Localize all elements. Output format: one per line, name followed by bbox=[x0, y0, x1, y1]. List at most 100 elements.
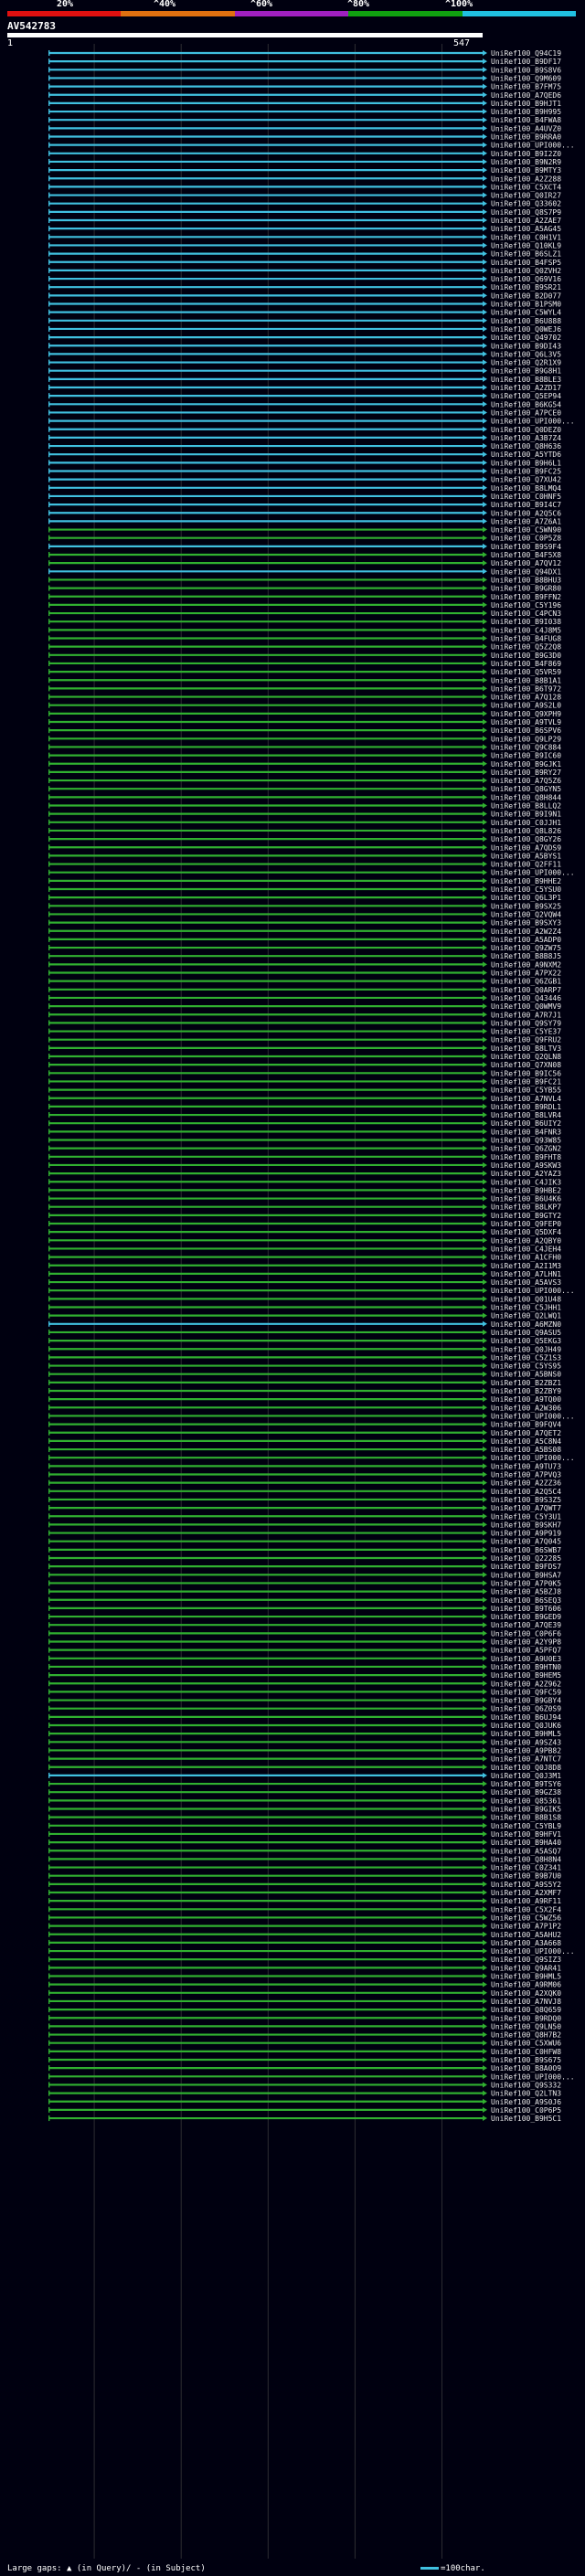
hit-label[interactable]: UniRef100_B9I038 bbox=[491, 618, 561, 626]
hit-label[interactable]: UniRef100_C4J8M5 bbox=[491, 626, 561, 634]
hit-label[interactable]: UniRef100_Q0WEJ6 bbox=[491, 325, 561, 334]
hit-label[interactable]: UniRef100_UPI000... bbox=[491, 1287, 575, 1295]
hit-label[interactable]: UniRef100_Q8S7P9 bbox=[491, 208, 561, 217]
hit-label[interactable]: UniRef100_B9GZ38 bbox=[491, 1788, 561, 1797]
hit-label[interactable]: UniRef100_A2I1M3 bbox=[491, 1262, 561, 1270]
hit-label[interactable]: UniRef100_B9N2R9 bbox=[491, 158, 561, 166]
hit-label[interactable]: UniRef100_C5WYL4 bbox=[491, 309, 561, 317]
hit-label[interactable]: UniRef100_C5XWU6 bbox=[491, 2040, 561, 2048]
hit-label[interactable]: UniRef100_Q94DX1 bbox=[491, 567, 561, 576]
hit-label[interactable]: UniRef100_Q9C884 bbox=[491, 743, 561, 751]
hit-label[interactable]: UniRef100_B9G3D0 bbox=[491, 652, 561, 660]
hit-label[interactable]: UniRef100_B9H995 bbox=[491, 108, 561, 116]
hit-label[interactable]: UniRef100_A2Q5C6 bbox=[491, 509, 561, 517]
hit-label[interactable]: UniRef100_B9S3Z5 bbox=[491, 1496, 561, 1504]
hit-label[interactable]: UniRef100_A2W306 bbox=[491, 1404, 561, 1412]
hit-label[interactable]: UniRef100_B9GBY4 bbox=[491, 1697, 561, 1705]
hit-label[interactable]: UniRef100_A7Q045 bbox=[491, 1538, 561, 1546]
hit-label[interactable]: UniRef100_Q69V16 bbox=[491, 275, 561, 283]
hit-label[interactable]: UniRef100_Q0ZVH2 bbox=[491, 267, 561, 275]
hit-label[interactable]: UniRef100_Q9FRU2 bbox=[491, 1036, 561, 1044]
hit-label[interactable]: UniRef100_B4F5X8 bbox=[491, 551, 561, 559]
hit-label[interactable]: UniRef100_B9RRA0 bbox=[491, 133, 561, 142]
hit-label[interactable]: UniRef100_B9HA40 bbox=[491, 1839, 561, 1847]
hit-label[interactable]: UniRef100_A2Z962 bbox=[491, 1680, 561, 1688]
hit-label[interactable]: UniRef100_Q5EP94 bbox=[491, 392, 561, 400]
hit-label[interactable]: UniRef100_B9GED9 bbox=[491, 1613, 561, 1621]
hit-label[interactable]: UniRef100_Q7XN08 bbox=[491, 1061, 561, 1069]
hit-label[interactable]: UniRef100_A7QET2 bbox=[491, 1429, 561, 1437]
hit-label[interactable]: UniRef100_Q01U48 bbox=[491, 1295, 561, 1303]
hit-label[interactable]: UniRef100_B8B8J5 bbox=[491, 952, 561, 960]
hit-label[interactable]: UniRef100_B6KG54 bbox=[491, 400, 561, 408]
hit-label[interactable]: UniRef100_A9SZ43 bbox=[491, 1738, 561, 1746]
hit-label[interactable]: UniRef100_Q5Z2Q8 bbox=[491, 643, 561, 652]
hit-label[interactable]: UniRef100_B9GTY2 bbox=[491, 1212, 561, 1220]
hit-label[interactable]: UniRef100_Q6Z0S9 bbox=[491, 1705, 561, 1713]
hit-label[interactable]: UniRef100_Q9M609 bbox=[491, 74, 561, 82]
hit-label[interactable]: UniRef100_B6U888 bbox=[491, 317, 561, 325]
hit-label[interactable]: UniRef100_UPI000... bbox=[491, 2072, 575, 2081]
hit-label[interactable]: UniRef100_A5PFQ7 bbox=[491, 1647, 561, 1655]
hit-label[interactable]: UniRef100_B9HBE2 bbox=[491, 1186, 561, 1194]
hit-label[interactable]: UniRef100_B8A0O9 bbox=[491, 2064, 561, 2072]
hit-label[interactable]: UniRef100_A9S5Y2 bbox=[491, 1881, 561, 1889]
hit-label[interactable]: UniRef100_B9HEM5 bbox=[491, 1671, 561, 1680]
hit-label[interactable]: UniRef100_B8B1A1 bbox=[491, 676, 561, 684]
hit-label[interactable]: UniRef100_B9IC60 bbox=[491, 752, 561, 760]
hit-label[interactable]: UniRef100_B6UIY2 bbox=[491, 1119, 561, 1128]
hit-label[interactable]: UniRef100_C4JIK3 bbox=[491, 1178, 561, 1186]
hit-label[interactable]: UniRef100_A7QDS9 bbox=[491, 843, 561, 852]
hit-label[interactable]: UniRef100_A5BS08 bbox=[491, 1446, 561, 1454]
hit-label[interactable]: UniRef100_Q0JH49 bbox=[491, 1345, 561, 1353]
hit-label[interactable]: UniRef100_A4UVZ0 bbox=[491, 124, 561, 133]
hit-label[interactable]: UniRef100_A7QV12 bbox=[491, 559, 561, 567]
hit-label[interactable]: UniRef100_Q2VQW4 bbox=[491, 910, 561, 918]
hit-label[interactable]: UniRef100_A7PX22 bbox=[491, 970, 561, 978]
hit-label[interactable]: UniRef100_C0HNF5 bbox=[491, 493, 561, 501]
hit-label[interactable]: UniRef100_C0P5Z8 bbox=[491, 535, 561, 543]
hit-label[interactable]: UniRef100_B9IC56 bbox=[491, 1069, 561, 1077]
hit-label[interactable]: UniRef100_B9HFV1 bbox=[491, 1830, 561, 1839]
hit-label[interactable]: UniRef100_Q8H844 bbox=[491, 793, 561, 801]
hit-label[interactable]: UniRef100_Q8L826 bbox=[491, 827, 561, 835]
hit-label[interactable]: UniRef100_A5ADP0 bbox=[491, 936, 561, 944]
hit-label[interactable]: UniRef100_Q0JUK6 bbox=[491, 1722, 561, 1730]
hit-label[interactable]: UniRef100_B8LKP7 bbox=[491, 1203, 561, 1212]
hit-label[interactable]: UniRef100_Q2QLN8 bbox=[491, 1053, 561, 1061]
hit-label[interactable]: UniRef100_A9P919 bbox=[491, 1530, 561, 1538]
hit-label[interactable]: UniRef100_Q85361 bbox=[491, 1797, 561, 1805]
hit-label[interactable]: UniRef100_A7Q128 bbox=[491, 694, 561, 702]
hit-label[interactable]: UniRef100_A7NTC7 bbox=[491, 1755, 561, 1764]
hit-label[interactable]: UniRef100_B9T606 bbox=[491, 1605, 561, 1613]
hit-label[interactable]: UniRef100_A7Q5Z6 bbox=[491, 777, 561, 785]
hit-label[interactable]: UniRef100_A7P1P2 bbox=[491, 1923, 561, 1931]
hit-label[interactable]: UniRef100_UPI000... bbox=[491, 1454, 575, 1462]
hit-label[interactable]: UniRef100_B9TSY6 bbox=[491, 1780, 561, 1788]
hit-label[interactable]: UniRef100_Q5VR59 bbox=[491, 668, 561, 676]
hit-label[interactable]: UniRef100_C5X2F4 bbox=[491, 1905, 561, 1913]
hit-label[interactable]: UniRef100_B9I9N1 bbox=[491, 811, 561, 819]
hit-label[interactable]: UniRef100_A2XQK0 bbox=[491, 1989, 561, 1998]
hit-label[interactable]: UniRef100_Q0WMV9 bbox=[491, 1002, 561, 1011]
hit-label[interactable]: UniRef100_C0JJH1 bbox=[491, 819, 561, 827]
hit-label[interactable]: UniRef100_A9RM06 bbox=[491, 1981, 561, 1989]
hit-label[interactable]: UniRef100_Q94C19 bbox=[491, 49, 561, 58]
hit-label[interactable]: UniRef100_B4FSP5 bbox=[491, 259, 561, 267]
hit-label[interactable]: UniRef100_B1PSM0 bbox=[491, 301, 561, 309]
hit-label[interactable]: UniRef100_Q8H636 bbox=[491, 442, 561, 451]
hit-label[interactable]: UniRef100_A9NXM2 bbox=[491, 960, 561, 969]
hit-label[interactable]: UniRef100_B4FNR3 bbox=[491, 1128, 561, 1136]
hit-label[interactable]: UniRef100_C5JHH1 bbox=[491, 1304, 561, 1312]
hit-label[interactable]: UniRef100_Q6L3V5 bbox=[491, 350, 561, 358]
hit-label[interactable]: UniRef100_A9S2L0 bbox=[491, 702, 561, 710]
hit-label[interactable]: UniRef100_A9SKW3 bbox=[491, 1161, 561, 1170]
hit-label[interactable]: UniRef100_Q8H7B2 bbox=[491, 2031, 561, 2040]
hit-label[interactable]: UniRef100_C0P6P5 bbox=[491, 2106, 561, 2115]
hit-label[interactable]: UniRef100_UPI000... bbox=[491, 418, 575, 426]
hit-label[interactable]: UniRef100_Q2LTN3 bbox=[491, 2090, 561, 2098]
hit-label[interactable]: UniRef100_A7LHN1 bbox=[491, 1270, 561, 1278]
hit-label[interactable]: UniRef100_B6SEQ3 bbox=[491, 1596, 561, 1605]
hit-label[interactable]: UniRef100_A5C8N4 bbox=[491, 1437, 561, 1446]
hit-label[interactable]: UniRef100_B9SXY3 bbox=[491, 919, 561, 928]
